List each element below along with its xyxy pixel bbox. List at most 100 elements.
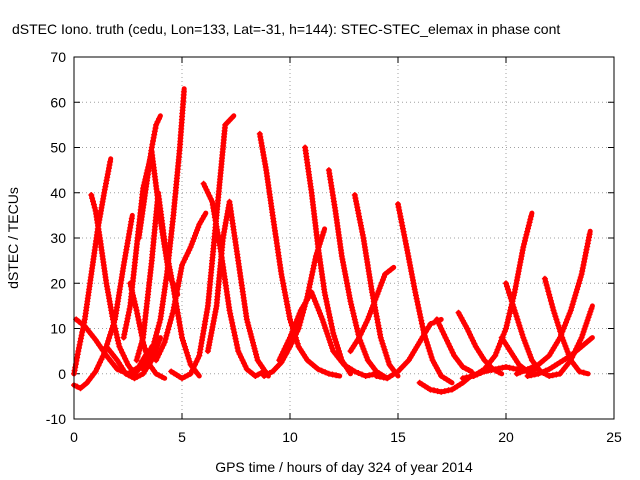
data-point [150, 367, 157, 374]
data-point [101, 189, 108, 196]
data-point [313, 301, 320, 308]
data-point [412, 292, 419, 299]
data-point [112, 325, 118, 332]
data-point [559, 328, 566, 335]
data-point [542, 278, 549, 285]
data-point [280, 348, 287, 355]
data-point [577, 274, 584, 281]
data-point [132, 304, 139, 311]
data-point [372, 296, 379, 303]
data-point [525, 348, 532, 355]
data-point [582, 252, 589, 259]
data-point [156, 115, 162, 122]
data-point [168, 313, 175, 320]
data-point [539, 369, 545, 376]
data-point [129, 289, 136, 296]
data-point [133, 357, 140, 364]
data-point [153, 329, 160, 336]
data-point [333, 372, 340, 379]
data-point [130, 292, 136, 299]
data-point [526, 219, 533, 226]
data-point [145, 354, 152, 361]
data-point [136, 347, 143, 354]
data-point [136, 320, 143, 327]
data-point [564, 316, 571, 323]
data-point [546, 291, 553, 298]
data-point [509, 301, 516, 308]
series-19 [325, 167, 390, 381]
data-point [353, 198, 359, 205]
data-point [518, 328, 525, 335]
data-point [371, 299, 378, 306]
data-point [247, 331, 254, 337]
data-point [318, 313, 325, 320]
data-point [521, 237, 528, 244]
data-point [363, 354, 370, 361]
data-point [318, 367, 325, 374]
data-point [250, 339, 256, 346]
data-point [309, 268, 316, 275]
data-point [542, 367, 549, 374]
data-point [545, 288, 552, 295]
data-point [328, 320, 335, 327]
data-point [332, 336, 339, 343]
data-point [562, 343, 569, 349]
series-10 [153, 210, 209, 364]
data-point [246, 325, 253, 332]
data-point [414, 301, 421, 308]
data-point [121, 259, 128, 265]
data-point [320, 229, 327, 235]
data-point [514, 316, 521, 323]
data-point [179, 334, 185, 341]
data-point [110, 319, 117, 326]
data-point [575, 280, 582, 287]
data-point [512, 310, 519, 317]
data-point [139, 337, 146, 344]
data-point [324, 301, 331, 308]
data-point [288, 331, 295, 338]
data-point [76, 341, 83, 348]
data-point [548, 301, 555, 308]
data-point [526, 351, 533, 358]
data-point [571, 295, 578, 302]
data-point [187, 244, 194, 251]
y-tick-label: 60 [50, 94, 66, 110]
data-point [156, 337, 163, 344]
data-point [113, 331, 120, 338]
data-point [510, 304, 517, 311]
series-14 [204, 198, 271, 379]
data-point [185, 355, 192, 362]
series-line [395, 201, 455, 386]
data-point [427, 351, 434, 358]
data-point [373, 293, 380, 300]
data-point [334, 342, 340, 349]
y-tick-label: 30 [50, 230, 66, 246]
data-point [114, 337, 121, 344]
data-point [511, 307, 518, 314]
data-point [77, 385, 84, 392]
data-point [246, 328, 253, 335]
data-point [189, 238, 196, 245]
data-point [127, 283, 134, 290]
data-point [309, 292, 316, 299]
data-point [134, 313, 141, 320]
data-point [127, 280, 134, 287]
data-point [492, 366, 499, 373]
data-point [336, 348, 342, 355]
data-point [183, 349, 190, 356]
data-point [584, 317, 591, 324]
data-point [519, 250, 526, 257]
data-point [474, 371, 481, 378]
data-point [380, 343, 387, 350]
data-point [426, 348, 433, 355]
data-point [587, 308, 594, 315]
data-point [287, 334, 293, 341]
data-point [507, 295, 514, 302]
data-point [505, 289, 512, 296]
series-layer [71, 86, 595, 395]
data-point [121, 331, 128, 338]
data-point [578, 334, 585, 341]
data-point [107, 331, 114, 338]
data-point [517, 367, 524, 373]
